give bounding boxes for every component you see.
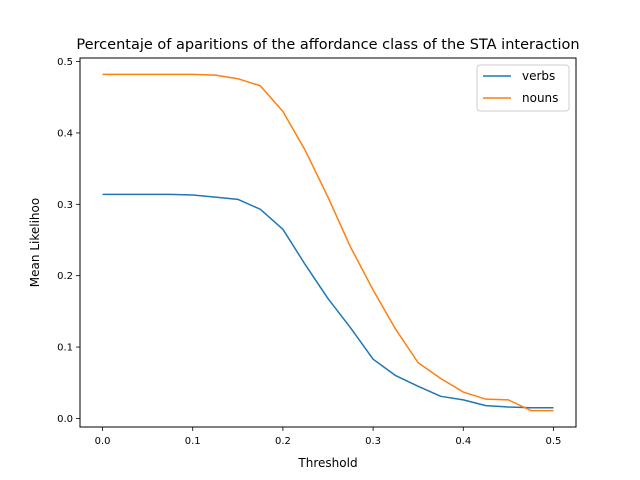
series-line-nouns [102, 73, 554, 412]
y-tick-label: 0.5 [57, 57, 73, 68]
plot-frame [79, 57, 577, 428]
y-tick-label: 0.0 [57, 414, 73, 425]
chart-title: Percentaje of aparitions of the affordan… [76, 37, 579, 53]
x-tick-label: 0.4 [455, 436, 471, 447]
legend-label-verbs: verbs [522, 69, 555, 83]
x-tick-label: 0.3 [365, 436, 381, 447]
y-tick-label: 0.1 [57, 343, 73, 354]
plot-lines [102, 73, 554, 412]
legend: verbs nouns [476, 64, 570, 112]
y-axis-label: Mean Likelihoo [28, 198, 42, 287]
x-tick-label: 0.0 [95, 436, 111, 447]
x-axis-label: Threshold [297, 456, 357, 470]
y-axis-ticks: 0.0 0.1 0.2 0.3 0.4 0.5 [57, 57, 80, 425]
x-tick-label: 0.1 [185, 436, 201, 447]
y-tick-label: 0.3 [57, 200, 73, 211]
y-tick-label: 0.2 [57, 271, 73, 282]
x-tick-label: 0.5 [546, 436, 562, 447]
series-line-verbs [102, 193, 554, 409]
legend-label-nouns: nouns [522, 91, 558, 105]
x-tick-label: 0.2 [275, 436, 291, 447]
x-axis-ticks: 0.0 0.1 0.2 0.3 0.4 0.5 [95, 427, 562, 447]
y-tick-label: 0.4 [57, 128, 73, 139]
